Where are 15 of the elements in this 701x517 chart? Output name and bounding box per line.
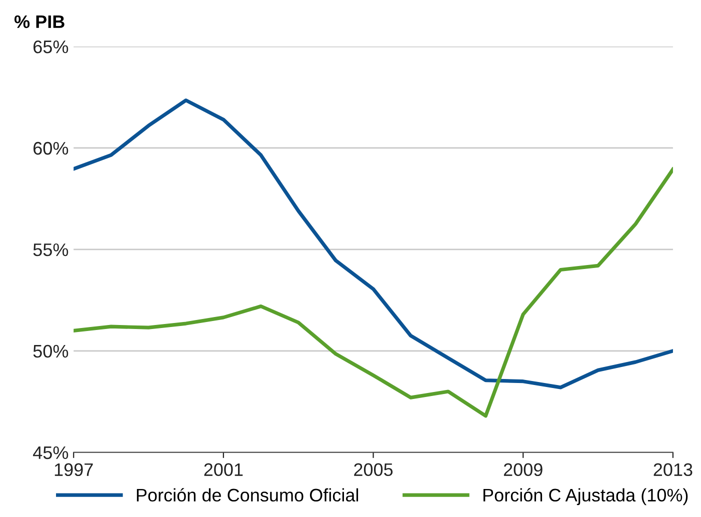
y-tick-label: 45% (33, 446, 68, 460)
y-axis-title: % PIB (14, 15, 64, 28)
x-tick-label: 2013 (654, 463, 692, 476)
x-tick-label: 1997 (54, 463, 93, 476)
y-tick-label: 65% (34, 40, 68, 54)
line-series (74, 167, 673, 418)
x-tick-label: 2005 (354, 463, 393, 476)
line-series (74, 98, 673, 390)
y-tick-label: 55% (33, 243, 68, 256)
legend-label: Porción C Ajustada (10%) (483, 488, 688, 506)
legend-label: Porción de Consumo Oficial (136, 488, 358, 502)
x-tick-label: 2001 (204, 463, 243, 476)
x-tick-label: 2009 (504, 463, 542, 476)
y-tick-label: 60% (34, 142, 68, 155)
y-tick-label: 50% (33, 344, 68, 358)
